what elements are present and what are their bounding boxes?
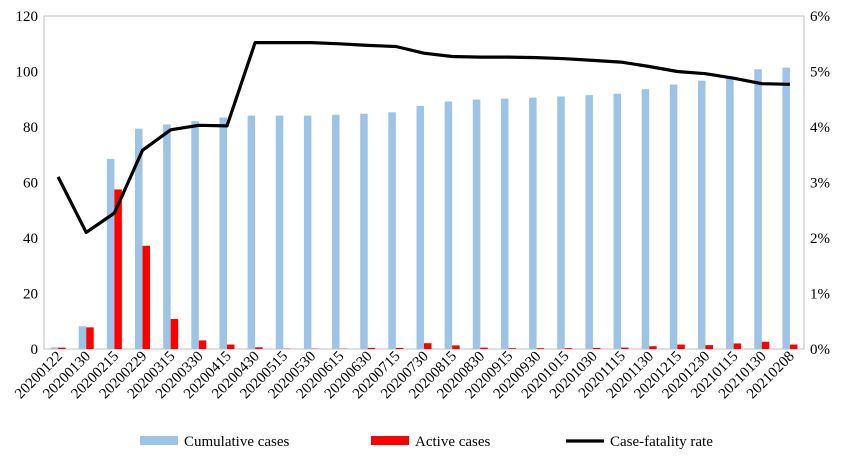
bar-cumulative-cases bbox=[614, 94, 622, 349]
right-axis-tick-label: 1% bbox=[810, 287, 830, 303]
bar-cumulative-cases bbox=[219, 118, 227, 349]
bar-active-cases bbox=[86, 327, 94, 349]
bar-cumulative-cases bbox=[782, 68, 790, 349]
bar-cumulative-cases bbox=[445, 101, 453, 349]
bar-active-cases bbox=[171, 319, 179, 349]
bar-active-cases bbox=[199, 340, 207, 349]
bar-active-cases bbox=[143, 246, 151, 349]
bar-active-cases bbox=[227, 345, 235, 349]
bar-cumulative-cases bbox=[107, 159, 115, 349]
legend-swatch bbox=[140, 436, 178, 445]
left-axis-tick-label: 60 bbox=[23, 176, 38, 192]
bar-cumulative-cases bbox=[529, 98, 537, 349]
bar-active-cases bbox=[565, 348, 573, 349]
bar-active-cases bbox=[677, 345, 685, 349]
bar-cumulative-cases bbox=[304, 116, 312, 349]
bar-active-cases bbox=[255, 347, 263, 349]
bar-cumulative-cases bbox=[191, 121, 199, 349]
x-axis-ticks: 2020012220200130202002152020022920200315… bbox=[12, 349, 798, 403]
right-axis-tick-label: 0% bbox=[810, 342, 830, 358]
bar-active-cases bbox=[480, 348, 488, 349]
bar-cumulative-cases bbox=[557, 96, 565, 349]
right-axis-ticks: 0% 1% 2% 3% 4% 5% 6% bbox=[810, 9, 830, 358]
left-axis-tick-label: 80 bbox=[23, 120, 38, 136]
right-axis-tick-label: 6% bbox=[810, 9, 830, 25]
bar-cumulative-cases bbox=[642, 89, 650, 349]
right-axis-tick-label: 3% bbox=[810, 176, 830, 192]
bars bbox=[51, 68, 798, 349]
bar-active-cases bbox=[649, 346, 657, 349]
legend-swatch bbox=[371, 436, 409, 445]
bar-active-cases bbox=[790, 345, 798, 349]
bar-cumulative-cases bbox=[79, 326, 87, 349]
left-axis-tick-label: 120 bbox=[16, 9, 39, 25]
bar-cumulative-cases bbox=[726, 77, 734, 349]
bar-cumulative-cases bbox=[417, 106, 425, 349]
right-axis-tick-label: 2% bbox=[810, 231, 830, 247]
left-axis-tick-label: 20 bbox=[23, 287, 38, 303]
bar-cumulative-cases bbox=[585, 95, 593, 349]
legend-label: Case-fatality rate bbox=[610, 434, 713, 450]
bar-cumulative-cases bbox=[698, 81, 706, 349]
left-axis-tick-label: 40 bbox=[23, 231, 38, 247]
bar-active-cases bbox=[396, 348, 404, 349]
bar-active-cases bbox=[762, 342, 770, 349]
bar-active-cases bbox=[705, 345, 713, 349]
bar-cumulative-cases bbox=[388, 112, 396, 349]
bar-active-cases bbox=[537, 348, 545, 349]
bar-cumulative-cases bbox=[754, 69, 762, 349]
legend: Cumulative cases Active cases Case-fatalit… bbox=[140, 434, 713, 450]
bar-cumulative-cases bbox=[360, 114, 368, 349]
bar-cumulative-cases bbox=[501, 99, 509, 349]
left-axis-ticks: 0 20 40 60 80 100 120 bbox=[16, 9, 39, 358]
legend-label: Active cases bbox=[415, 434, 491, 450]
bar-cumulative-cases bbox=[248, 116, 256, 349]
bar-cumulative-cases bbox=[332, 115, 340, 349]
right-axis-tick-label: 4% bbox=[810, 120, 830, 136]
legend-label: Cumulative cases bbox=[184, 434, 290, 450]
bar-active-cases bbox=[452, 345, 460, 349]
bar-cumulative-cases bbox=[276, 116, 284, 349]
bar-active-cases bbox=[58, 348, 66, 349]
bar-cumulative-cases bbox=[670, 85, 678, 349]
bar-active-cases bbox=[593, 348, 601, 349]
bar-active-cases bbox=[368, 348, 376, 349]
bar-active-cases bbox=[621, 348, 629, 349]
bar-cumulative-cases bbox=[473, 100, 481, 349]
bar-cumulative-cases bbox=[163, 125, 171, 349]
left-axis-tick-label: 100 bbox=[16, 65, 39, 81]
left-axis-tick-label: 0 bbox=[31, 342, 39, 358]
bar-active-cases bbox=[424, 343, 432, 349]
bar-active-cases bbox=[508, 348, 516, 349]
bar-active-cases bbox=[734, 343, 742, 349]
right-axis-tick-label: 5% bbox=[810, 65, 830, 81]
